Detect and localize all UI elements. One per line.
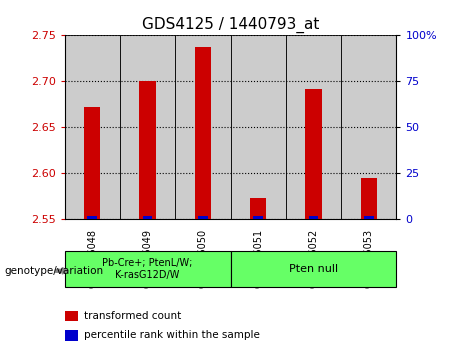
Bar	[308, 216, 319, 219]
Text: transformed count: transformed count	[84, 311, 182, 321]
Bar	[142, 216, 153, 219]
Bar	[65, 330, 78, 341]
Title: GDS4125 / 1440793_at: GDS4125 / 1440793_at	[142, 16, 319, 33]
Bar	[250, 198, 266, 219]
Bar	[286, 35, 341, 219]
Bar	[84, 107, 100, 219]
FancyBboxPatch shape	[65, 251, 230, 287]
Bar	[87, 216, 97, 219]
Text: Pb-Cre+; PtenL/W;
K-rasG12D/W: Pb-Cre+; PtenL/W; K-rasG12D/W	[102, 258, 193, 280]
Bar	[253, 216, 263, 219]
Bar	[230, 35, 286, 219]
Bar	[195, 47, 211, 219]
Text: genotype/variation: genotype/variation	[5, 266, 104, 276]
FancyBboxPatch shape	[230, 251, 396, 287]
Bar	[341, 35, 396, 219]
Bar	[305, 89, 322, 219]
Bar	[175, 35, 230, 219]
Bar	[65, 35, 120, 219]
Bar	[198, 216, 208, 219]
Bar	[120, 35, 175, 219]
Bar	[364, 216, 374, 219]
Bar	[361, 178, 377, 219]
Text: Pten null: Pten null	[289, 264, 338, 274]
Bar	[65, 311, 78, 321]
Bar	[139, 81, 156, 219]
Text: percentile rank within the sample: percentile rank within the sample	[84, 330, 260, 340]
